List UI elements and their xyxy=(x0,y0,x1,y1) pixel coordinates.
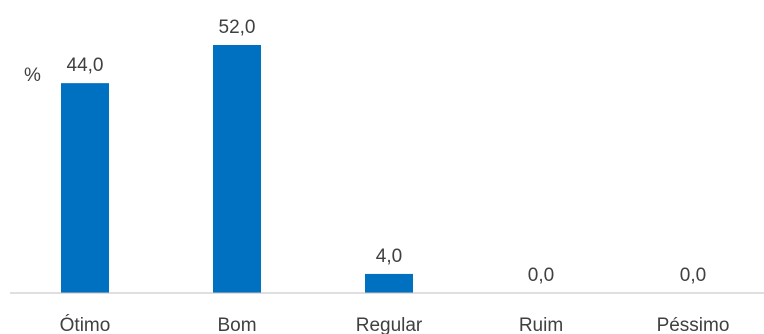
bar-1 xyxy=(213,45,261,293)
value-labels-group: 44,0 52,0 4,0 0,0 0,0 xyxy=(67,17,707,286)
value-label-4: 0,0 xyxy=(680,265,706,286)
category-label-0: Ótimo xyxy=(60,314,111,334)
category-labels-group: Ótimo Bom Regular Ruim Péssimo xyxy=(60,314,730,334)
category-label-2: Regular xyxy=(356,315,423,334)
category-label-1: Bom xyxy=(217,315,256,334)
value-label-1: 52,0 xyxy=(219,17,256,38)
bars-group xyxy=(61,45,413,294)
bar-2 xyxy=(365,273,413,293)
value-label-3: 0,0 xyxy=(528,265,554,286)
category-label-3: Ruim xyxy=(519,315,563,334)
category-label-4: Péssimo xyxy=(657,315,730,334)
bar-0 xyxy=(61,83,109,294)
value-label-0: 44,0 xyxy=(67,55,104,76)
value-label-2: 4,0 xyxy=(376,246,402,267)
y-unit-label: % xyxy=(24,65,41,86)
